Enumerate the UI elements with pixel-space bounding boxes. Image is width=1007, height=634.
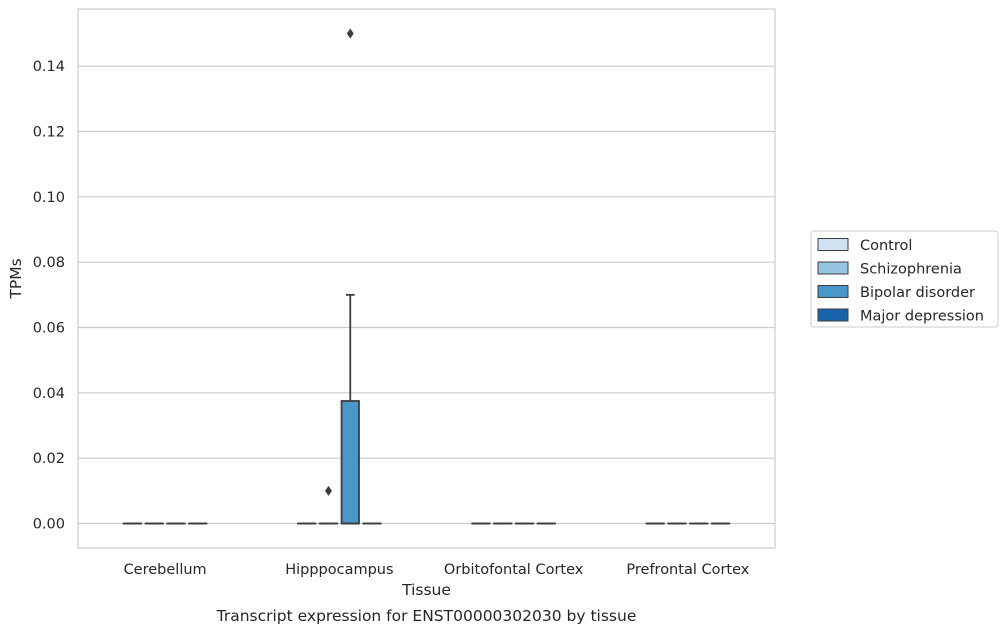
outlier-point	[346, 28, 354, 39]
legend-entry: Major depression	[860, 309, 984, 325]
box-series	[122, 28, 731, 525]
legend-swatch	[817, 261, 849, 275]
chart-title: Transcript expression for ENST0000030203…	[216, 607, 637, 625]
legend-swatch	[817, 238, 849, 251]
x-axis-ticks: Cerebellum Hipppocampus Orbitofontal Corte…	[124, 562, 750, 578]
legend-entry: Control	[860, 238, 912, 254]
box	[340, 400, 360, 525]
y-tick-label: 0.10	[33, 190, 65, 206]
y-tick-label: 0.04	[33, 386, 65, 402]
plot-area	[78, 9, 775, 548]
legend-swatch	[817, 308, 849, 322]
y-axis-label: TPMs	[7, 258, 25, 299]
y-tick-label: 0.14	[33, 59, 65, 75]
x-tick-label: Prefrontal Cortex	[626, 562, 749, 578]
outlier-point	[324, 485, 332, 496]
legend-swatch	[817, 285, 849, 298]
legend-frame	[810, 230, 999, 328]
y-tick-label: 0.00	[33, 517, 65, 533]
y-tick-label: 0.12	[33, 125, 65, 141]
gridlines	[78, 65, 775, 525]
legend-entry: Bipolar disorder	[860, 285, 975, 301]
legend-entry: Schizophrenia	[860, 262, 962, 278]
x-tick-label: Hipppocampus	[285, 562, 393, 578]
x-axis-label: Tissue	[401, 581, 451, 599]
plot-frame	[77, 8, 776, 549]
x-tick-label: Orbitofontal Cortex	[444, 562, 584, 578]
x-tick-label: Cerebellum	[124, 562, 207, 578]
legend[interactable]: Control Schizophrenia Bipolar disorder Majo…	[810, 230, 999, 328]
y-tick-label: 0.02	[33, 451, 65, 467]
y-tick-label: 0.06	[33, 321, 65, 337]
y-axis-ticks: 0.00 0.02 0.04 0.06 0.08 0.10 0.12 0.14	[33, 59, 65, 532]
y-tick-label: 0.08	[33, 255, 65, 271]
